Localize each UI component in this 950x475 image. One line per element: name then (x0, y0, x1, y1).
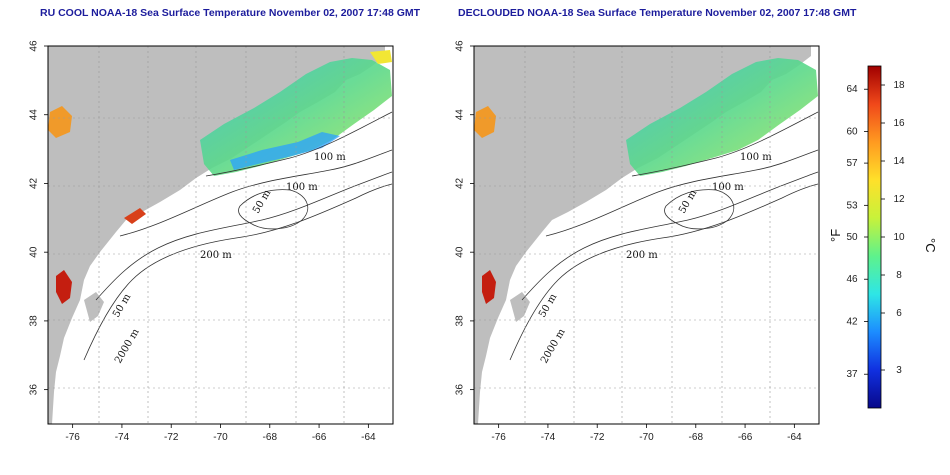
right-map-title: DECLOUDED NOAA-18 Sea Surface Temperatur… (458, 7, 857, 19)
lon-tick-label: -64 (787, 432, 802, 443)
celsius-tick-label: 10 (893, 232, 905, 243)
celsius-tick-label: 12 (893, 194, 905, 205)
right-map-panel: 100 m 100 m 50 m 200 m 50 m 2000 m (474, 46, 819, 424)
fahrenheit-tick-label: 37 (846, 369, 858, 380)
lon-tick-label: -76 (65, 432, 80, 443)
lat-tick-label: 36 (29, 384, 40, 396)
celsius-tick-label: 14 (893, 156, 905, 167)
colorbar: 18 16 14 12 10 8 6 3 64 60 57 53 50 46 42 37 °C °F (828, 65, 938, 409)
contour-label: 100 m (314, 152, 346, 163)
celsius-tick-label: 6 (896, 308, 902, 319)
land-mass (48, 46, 385, 424)
celsius-tick-label: 18 (893, 80, 905, 91)
fahrenheit-axis-label: °F (828, 229, 843, 242)
sst-cold-band (230, 132, 340, 170)
peninsula (84, 292, 104, 322)
contour-label: 200 m (200, 250, 232, 261)
lat-tick-label: 40 (455, 246, 466, 258)
fahrenheit-tick-label: 57 (846, 158, 858, 169)
lat-tick-label: 36 (455, 384, 466, 396)
fahrenheit-tick-label: 46 (846, 274, 858, 285)
lon-tick-label: -72 (164, 432, 179, 443)
sst-warm-spot (48, 106, 72, 138)
grid-lines (474, 46, 819, 424)
celsius-tick-label: 16 (893, 118, 905, 129)
colorbar-ticks: 18 16 14 12 10 8 6 3 64 60 57 53 50 46 42 37 (846, 80, 905, 380)
sst-hot-coast (56, 270, 72, 304)
fahrenheit-tick-label: 42 (846, 316, 858, 327)
colorbar-gradient (867, 65, 882, 409)
contour-label: 100 m (286, 182, 318, 193)
sst-warm-spot (474, 106, 496, 138)
left-map-title: RU COOL NOAA-18 Sea Surface Temperature … (40, 7, 421, 19)
land-mass (474, 46, 811, 424)
map-axes: -76 -74 -72 -70 -68 -66 -64 36 38 40 42 44 46 -76 -74 -… (29, 40, 802, 443)
bathymetry-contours (509, 111, 819, 361)
lat-tick-label: 38 (29, 315, 40, 327)
grid-lines (48, 46, 393, 424)
lat-tick-label: 44 (29, 109, 40, 121)
lat-tick-label: 46 (29, 40, 40, 52)
lon-tick-label: -74 (541, 432, 556, 443)
celsius-axis-label: °C (923, 238, 938, 253)
celsius-tick-label: 8 (896, 270, 902, 281)
lon-tick-label: -76 (491, 432, 506, 443)
lat-tick-label: 38 (455, 315, 466, 327)
contour-label: 100 m (740, 152, 772, 163)
lat-tick-label: 44 (455, 109, 466, 121)
fahrenheit-tick-label: 53 (846, 200, 858, 211)
lon-tick-label: -70 (213, 432, 228, 443)
fahrenheit-tick-label: 64 (846, 84, 858, 95)
lat-tick-label: 46 (455, 40, 466, 52)
sst-warm-north (370, 50, 392, 64)
fahrenheit-tick-label: 50 (846, 232, 858, 243)
fahrenheit-tick-label: 60 (846, 126, 858, 137)
contour-label: 100 m (712, 182, 744, 193)
lon-tick-label: -64 (361, 432, 376, 443)
lon-tick-label: -68 (689, 432, 704, 443)
lat-tick-label: 42 (29, 177, 40, 189)
lon-tick-label: -68 (263, 432, 278, 443)
lon-tick-label: -66 (738, 432, 753, 443)
sst-hot-strip (124, 208, 146, 224)
bathymetry-contours (83, 111, 393, 361)
lat-tick-label: 40 (29, 246, 40, 258)
celsius-tick-label: 3 (896, 365, 902, 376)
lon-tick-label: -72 (590, 432, 605, 443)
left-map-panel: 100 m 100 m 50 m 200 m 50 m 2000 m (48, 46, 393, 424)
contour-label: 200 m (626, 250, 658, 261)
sst-hot-coast (482, 270, 496, 304)
lon-tick-label: -70 (639, 432, 654, 443)
lon-tick-label: -66 (312, 432, 327, 443)
peninsula (510, 292, 530, 322)
lat-tick-label: 42 (455, 177, 466, 189)
lon-tick-label: -74 (115, 432, 130, 443)
